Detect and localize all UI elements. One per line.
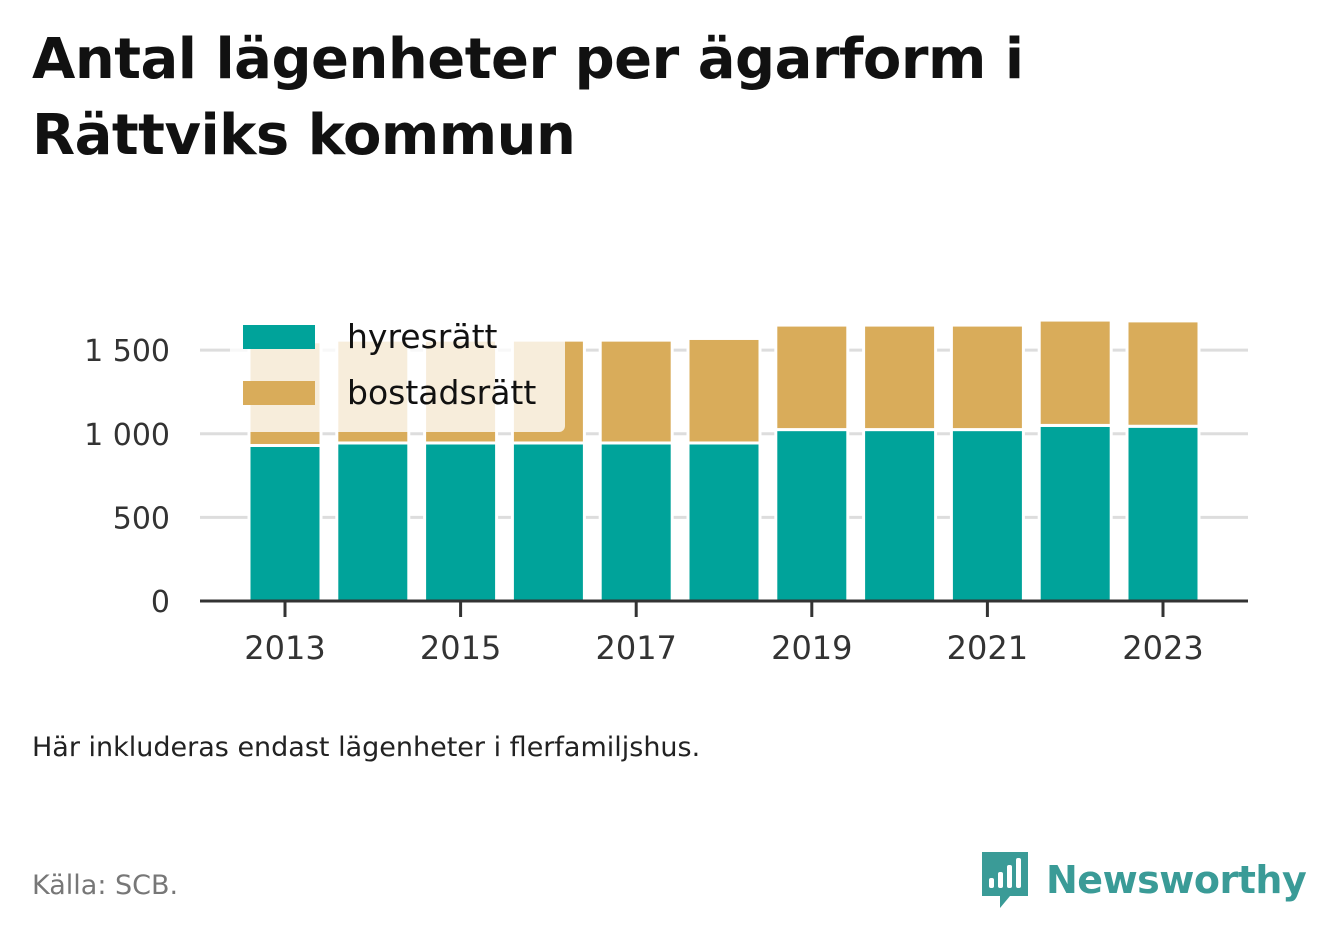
bar-bostadsratt-2017 (598, 338, 674, 445)
y-tick-label: 500 (113, 501, 170, 536)
bar-hyresratt-2016 (510, 441, 586, 603)
legend-swatch-bostadsratt (243, 381, 315, 405)
bar-bostadsratt-2021 (949, 323, 1025, 432)
legend-swatch-hyresratt (243, 325, 315, 349)
y-tick-label: 1 500 (84, 334, 170, 369)
y-axis-tick-labels: 0 500 1 000 1 500 (84, 334, 170, 620)
chart-note: Här inkluderas endast lägenheter i flerf… (32, 732, 701, 763)
bar-hyresratt-2019 (774, 428, 850, 603)
source-text: Källa: SCB. (32, 870, 179, 901)
bar-bostadsratt-2023 (1125, 319, 1201, 428)
x-axis-tick-labels: 2013 2015 2017 2019 2021 2023 (244, 601, 1204, 667)
bar-hyresratt-2022 (1037, 423, 1113, 603)
newsworthy-logo: Newsworthy (980, 848, 1307, 912)
y-tick-label: 1 000 (84, 418, 170, 453)
x-tick-label: 2017 (595, 629, 676, 667)
y-tick-label: 0 (151, 585, 170, 620)
bar-bostadsratt-2019 (774, 323, 850, 432)
bar-hyresratt-2023 (1125, 424, 1201, 603)
x-tick-label: 2023 (1122, 629, 1203, 667)
bar-hyresratt-2020 (862, 428, 938, 603)
legend-label-bostadsratt: bostadsrätt (347, 373, 536, 412)
brand-name: Newsworthy (1046, 858, 1307, 902)
bar-bostadsratt-2020 (862, 323, 938, 432)
x-tick-label: 2013 (244, 629, 325, 667)
bar-bostadsratt-2022 (1037, 318, 1113, 427)
bar-bostadsratt-2018 (686, 336, 762, 445)
x-tick-label: 2021 (947, 629, 1028, 667)
newsworthy-chat-bars-icon (982, 852, 1028, 908)
bar-hyresratt-2021 (949, 428, 1025, 603)
bar-hyresratt-2014 (335, 441, 411, 603)
bar-hyresratt-2015 (423, 441, 499, 603)
bar-hyresratt-2013 (247, 443, 323, 603)
legend: hyresrätt bostadsrätt (230, 310, 565, 432)
bar-hyresratt-2018 (686, 441, 762, 603)
x-tick-label: 2015 (420, 629, 501, 667)
legend-label-hyresratt: hyresrätt (347, 317, 498, 356)
x-tick-label: 2019 (771, 629, 852, 667)
bar-hyresratt-2017 (598, 441, 674, 603)
chart-title: Antal lägenheter per ägarform i Rättviks… (32, 27, 1024, 168)
